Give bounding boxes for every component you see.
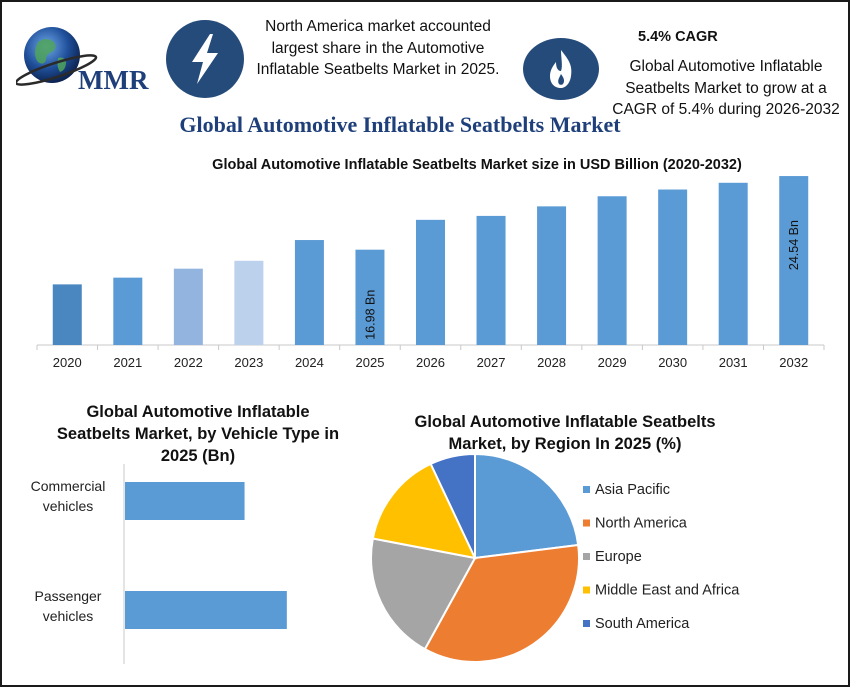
y-tick-label: Passenger xyxy=(35,588,102,604)
hbar-0 xyxy=(125,482,245,520)
bar-2029 xyxy=(597,196,627,345)
bar-data-label: 24.54 Bn xyxy=(787,220,801,270)
bar-2032 xyxy=(779,176,809,345)
x-tick-label: 2021 xyxy=(113,355,142,370)
legend-swatch xyxy=(583,519,590,527)
y-tick-label: Commercial xyxy=(31,478,106,494)
bar-2020 xyxy=(52,284,82,345)
mmr-logo: MMR xyxy=(14,20,161,95)
bar-2024 xyxy=(294,240,324,345)
legend-label: Middle East and Africa xyxy=(595,583,740,599)
x-tick-label: 2027 xyxy=(477,355,506,370)
cagr-title: 5.4% CAGR xyxy=(638,29,718,45)
pie-slice-south-america xyxy=(429,452,476,559)
pie-slice-asia-pacific xyxy=(474,452,580,560)
legend-swatch xyxy=(583,586,590,594)
bar-data-label: 16.98 Bn xyxy=(363,290,377,340)
bar-chart-title: Global Automotive Inflatable Seatbelts M… xyxy=(212,157,742,173)
legend-label: North America xyxy=(595,516,688,532)
bar-2026 xyxy=(416,219,445,345)
flame-icon xyxy=(523,38,599,100)
bar-2027 xyxy=(476,215,506,345)
x-tick-label: 2022 xyxy=(174,355,203,370)
legend-swatch xyxy=(583,486,590,493)
bar-2022 xyxy=(173,268,203,345)
bar-2025 xyxy=(355,249,385,345)
x-tick-label: 2024 xyxy=(295,355,324,370)
legend-label: Asia Pacific xyxy=(595,482,670,498)
globe-logo-icon xyxy=(14,27,98,86)
lightning-bolt-icon xyxy=(166,20,244,98)
north-america-highlight-text: North America market accounted largest s… xyxy=(256,18,500,78)
hbar-1 xyxy=(125,591,287,629)
bar-2031 xyxy=(718,182,748,345)
x-tick-label: 2020 xyxy=(53,355,82,370)
x-tick-label: 2029 xyxy=(598,355,627,370)
legend-label: South America xyxy=(595,616,690,632)
legend-swatch xyxy=(583,620,590,627)
x-tick-label: 2023 xyxy=(234,355,263,370)
y-tick-label: vehicles xyxy=(43,498,94,514)
pie-slice-europe xyxy=(370,537,477,651)
x-tick-label: 2028 xyxy=(537,355,566,370)
main-title: Global Automotive Inflatable Seatbelts M… xyxy=(179,112,621,137)
region-pie-chart-title: Global Automotive Inflatable Seatbelts M… xyxy=(414,413,716,453)
legend-label: Europe xyxy=(595,549,642,565)
logo-text: MMR xyxy=(78,65,149,95)
x-tick-label: 2026 xyxy=(416,355,445,370)
bar-2030 xyxy=(658,189,688,345)
pie-slice-north-america xyxy=(423,543,580,663)
vehicle-type-chart-title: Global Automotive Inflatable Seatbelts M… xyxy=(56,403,340,465)
x-tick-label: 2031 xyxy=(719,355,748,370)
bar-2021 xyxy=(113,277,143,345)
legend-swatch xyxy=(583,553,590,560)
x-tick-label: 2032 xyxy=(779,355,808,370)
pie-slice-middle-east-and-africa xyxy=(371,462,477,560)
x-tick-label: 2030 xyxy=(658,355,687,370)
x-tick-label: 2025 xyxy=(356,355,385,370)
bar-2023 xyxy=(234,260,264,345)
y-tick-label: vehicles xyxy=(43,608,94,624)
cagr-description: Global Automotive Inflatable Seatbelts M… xyxy=(612,58,840,118)
bar-2028 xyxy=(537,206,567,345)
